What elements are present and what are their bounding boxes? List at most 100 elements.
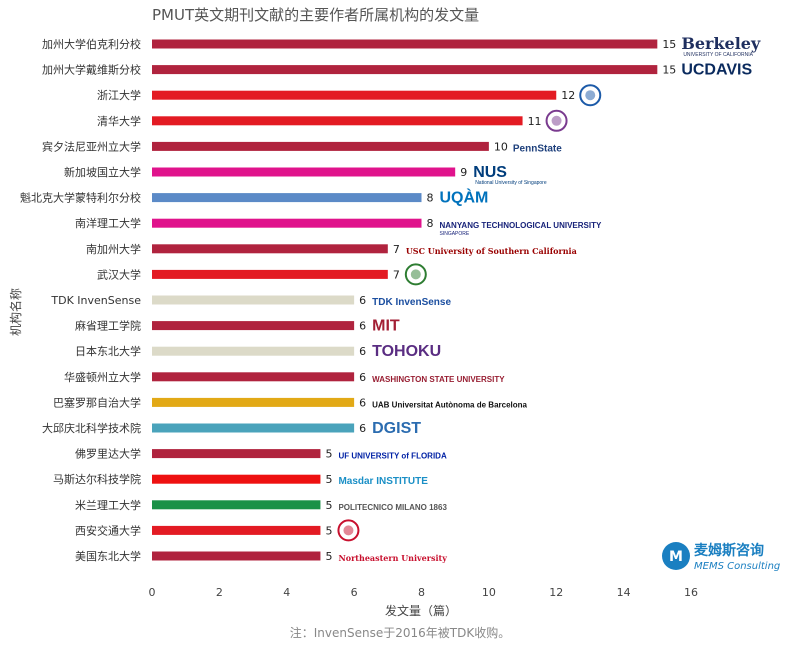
institution-logo: UAB Universitat Autònoma de Barcelona (372, 400, 527, 409)
mems-watermark-cn: 麦姆斯咨询 (694, 542, 764, 559)
category-label: 麻省理工学院 (75, 319, 141, 333)
logo-text: TDK InvenSense (372, 297, 451, 308)
x-tick-label: 14 (617, 586, 631, 599)
seal-icon (545, 109, 568, 132)
category-label: 佛罗里达大学 (75, 447, 141, 461)
value-label: 7 (393, 268, 400, 281)
institution-logo: WASHINGTON STATE UNIVERSITY (372, 375, 505, 384)
x-tick-label: 0 (149, 586, 156, 599)
value-label: 6 (359, 371, 366, 384)
value-label: 6 (359, 422, 366, 435)
category-labels: 加州大学伯克利分校加州大学戴维斯分校浙江大学清华大学宾夕法尼亚州立大学新加坡国立… (20, 37, 141, 563)
value-label: 5 (325, 524, 332, 537)
institution-logo (545, 109, 568, 132)
value-label: 7 (393, 243, 400, 256)
bar (152, 372, 355, 382)
mems-logo-letter: M (669, 549, 683, 565)
category-label: 加州大学伯克利分校 (42, 37, 141, 51)
x-tick-label: 4 (283, 586, 290, 599)
x-axis-title: 发文量（篇） (385, 603, 457, 618)
logo-text: WASHINGTON STATE UNIVERSITY (372, 375, 505, 384)
value-label: 12 (561, 89, 575, 102)
logo-text: Berkeley (681, 34, 761, 53)
category-label: 巴塞罗那自治大学 (53, 395, 141, 409)
value-label: 8 (427, 192, 434, 205)
seal-core-icon (343, 525, 354, 536)
logo-text: TOHOKU (372, 343, 441, 360)
mems-watermark-en: MEMS Consulting (694, 561, 780, 572)
logo-text: POLITECNICO MILANO 1863 (338, 503, 447, 512)
institution-logo: UCDAVIS (681, 62, 752, 79)
bar (152, 244, 388, 254)
value-label: 6 (359, 396, 366, 409)
institution-logo (337, 519, 360, 542)
mems-watermark: M 麦姆斯咨询 MEMS Consulting (662, 542, 780, 572)
category-label: 日本东北大学 (75, 344, 141, 358)
category-label: 华盛顿州立大学 (64, 370, 141, 384)
category-label: 浙江大学 (97, 88, 141, 102)
category-label: 魁北克大学蒙特利尔分校 (20, 191, 141, 205)
seal-core-icon (551, 115, 562, 126)
institution-logo: DGIST (372, 420, 421, 437)
category-label: 米兰理工大学 (75, 498, 141, 512)
logo-text: UF UNIVERSITY of FLORIDA (338, 452, 447, 461)
institution-logo: UF UNIVERSITY of FLORIDA (338, 452, 447, 461)
bar (152, 474, 321, 484)
category-label: 武汉大学 (97, 267, 141, 281)
value-label: 5 (325, 550, 332, 563)
bar (152, 116, 523, 126)
institution-logo: Northeastern University (338, 553, 447, 563)
value-label: 6 (359, 345, 366, 358)
logo-text: Masdar INSTITUTE (338, 476, 428, 487)
bar (152, 218, 422, 228)
institution-logo: POLITECNICO MILANO 1863 (338, 503, 447, 512)
value-label: 6 (359, 320, 366, 333)
value-label: 10 (494, 140, 508, 153)
category-label: 南加州大学 (86, 242, 141, 256)
category-label: 西安交通大学 (75, 523, 141, 537)
y-axis-title: 机构名称 (8, 288, 23, 336)
x-tick-label: 2 (216, 586, 223, 599)
bar (152, 167, 456, 177)
x-tick-label: 16 (684, 586, 698, 599)
logo-text: USC University of Southern California (406, 246, 577, 256)
category-label: 宾夕法尼亚州立大学 (42, 139, 141, 153)
category-label: 美国东北大学 (75, 549, 141, 563)
logo-text: NANYANG TECHNOLOGICAL UNIVERSITY (440, 221, 602, 230)
value-label: 15 (662, 64, 676, 77)
bar (152, 193, 422, 203)
x-tick-label: 10 (482, 586, 496, 599)
logo-text: UQÀM (440, 188, 489, 207)
bar (152, 551, 321, 561)
seal-icon (337, 519, 360, 542)
bar (152, 65, 658, 75)
footnote: 注：InvenSense于2016年被TDK收购。 (290, 625, 510, 640)
bar (152, 449, 321, 459)
bar (152, 90, 557, 100)
logo-text: MIT (372, 318, 400, 335)
institution-logo: NANYANG TECHNOLOGICAL UNIVERSITYSINGAPOR… (440, 221, 602, 237)
value-label: 5 (325, 499, 332, 512)
value-labels: 15 15 12 11 10 9 8 8 7 7 6 6 6 6 6 6 5 5 5 5 5 (325, 38, 676, 563)
value-label: 6 (359, 294, 366, 307)
bar (152, 141, 489, 151)
mems-logo-icon (662, 542, 690, 570)
bars-group (152, 39, 658, 561)
x-axis-ticks: 0 2 4 6 8 10 12 14 16 (149, 586, 699, 599)
seal-icon (579, 84, 602, 107)
institution-logo: TOHOKU (372, 343, 441, 360)
category-label: 南洋理工大学 (75, 216, 141, 230)
category-label: 清华大学 (97, 114, 141, 128)
bar (152, 321, 355, 331)
logo-subtext: UNIVERSITY OF CALIFORNIA (683, 52, 753, 58)
value-label: 11 (528, 115, 542, 128)
value-label: 8 (427, 217, 434, 230)
institution-logo: TDK InvenSense (372, 297, 451, 308)
value-label: 9 (460, 166, 467, 179)
bar (152, 397, 355, 407)
category-label: TDK InvenSense (50, 294, 141, 307)
logo-text: DGIST (372, 420, 421, 437)
